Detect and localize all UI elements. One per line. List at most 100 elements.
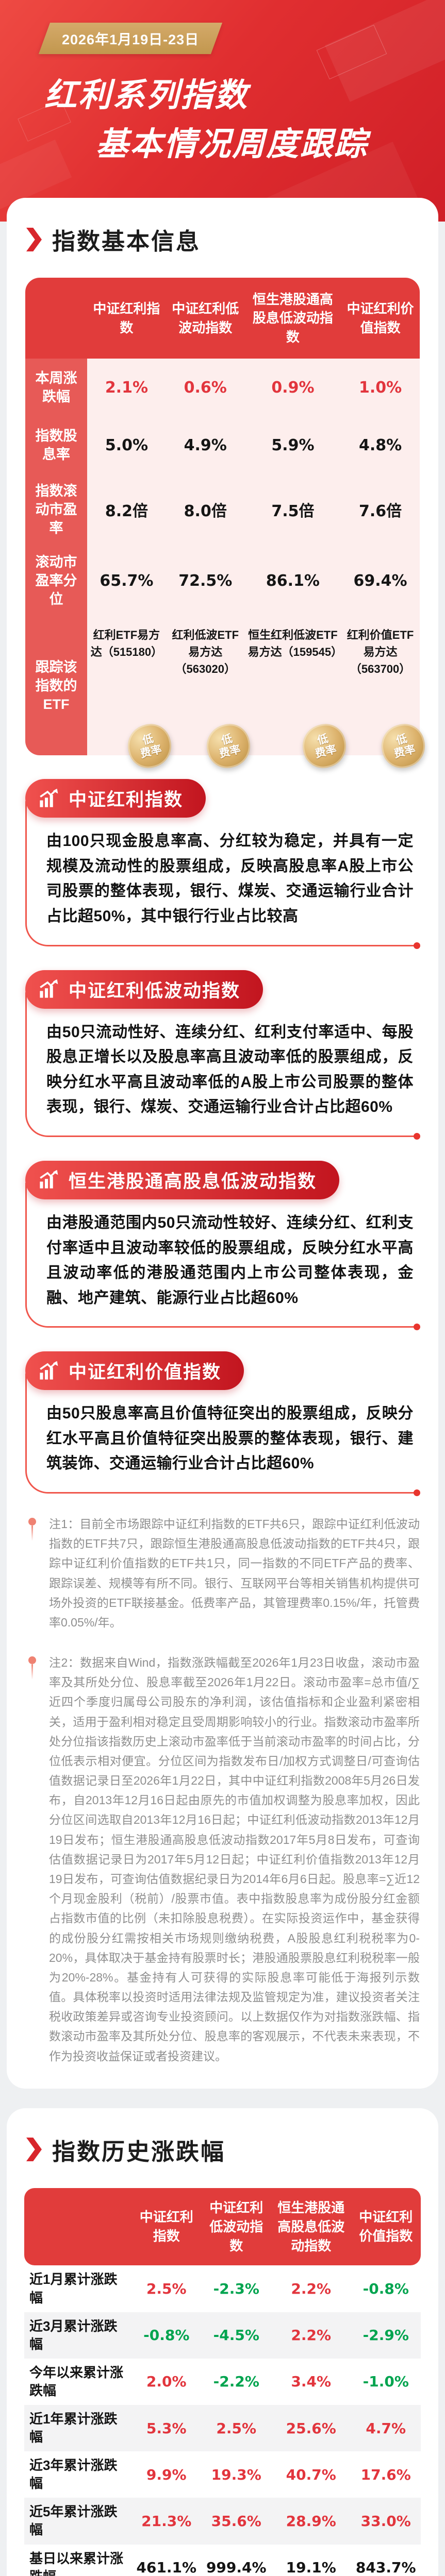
value-cell: 25.6%: [286, 2419, 336, 2437]
value-cell: 1.0%: [341, 359, 420, 417]
row-label: 近1月累计涨跌幅: [29, 2272, 118, 2306]
column-header: 中证红利价值指数: [359, 2209, 413, 2244]
hero-banner: 2026年1月19日-23日 红利系列指数 基本情况周度跟踪: [0, 0, 445, 222]
value-cell: -2.9%: [362, 2327, 409, 2344]
value-cell: 5.0%: [87, 416, 166, 474]
cell-value: 红利低波ETF易方达（563020）: [172, 629, 239, 676]
value-cell: 0.6%: [166, 359, 245, 417]
index-description-text: 由100只现金股息率高、分红较为稳定，并具有一定规模及流动性的股票组成，反映高股…: [46, 833, 414, 925]
row-label: 滚动市盈率分位: [25, 545, 87, 617]
value-cell: 65.7%: [87, 545, 166, 617]
column-header: 中证红利指数: [87, 278, 166, 359]
card-index-history-returns: 指数历史涨跌幅 中证红利指数 中证红利低波动指数 恒生港股通高股息低波动指数 中证红利…: [7, 2108, 438, 2576]
index-description-body: 由100只现金股息率高、分红较为稳定，并具有一定规模及流动性的股票组成，反映高股…: [25, 801, 420, 949]
date-badge-label: 2026年1月19日-23日: [62, 32, 200, 47]
row-label: 指数滚动市盈率: [25, 474, 87, 546]
value-cell: -4.5%: [213, 2327, 259, 2344]
value-cell: 28.9%: [286, 2512, 336, 2530]
seal-text: 费率: [139, 743, 163, 760]
row-label: 今年以来累计涨跌幅: [29, 2364, 124, 2398]
value-cell: 40.7%: [286, 2466, 336, 2483]
value-cell: 19.3%: [211, 2466, 261, 2483]
etf-cell: 恒生红利低波ETF易方达（159545）低费率: [244, 616, 351, 773]
index-description-text: 由50只流动性好、连续分红、红利支付率适中、每股股息正增长以及股息率高且波动率低…: [46, 1023, 414, 1116]
cell-value: 8.2倍: [105, 502, 148, 521]
row-label: 近3月累计涨跌幅: [29, 2318, 118, 2352]
value-cell: 5.9%: [244, 416, 341, 474]
cell-value: 红利ETF易方达（515180）: [90, 629, 163, 659]
table-row: 今年以来累计涨跌幅 2.0% -2.2% 3.4% -1.0%: [24, 2359, 421, 2405]
value-cell: 69.4%: [341, 545, 420, 617]
value-cell: 7.6倍: [341, 474, 420, 546]
index-pill-title: 中证红利低波动指数: [69, 980, 241, 1001]
date-badge: 2026年1月19日-23日: [38, 23, 223, 54]
value-cell: 2.5%: [146, 2280, 187, 2298]
index-pill-title: 中证红利价值指数: [69, 1362, 222, 1383]
value-cell: 461.1%: [136, 2559, 197, 2576]
value-cell: 7.5倍: [244, 474, 341, 546]
value-cell: -2.2%: [213, 2373, 259, 2391]
value-cell: 17.6%: [360, 2466, 411, 2483]
chevron-right-icon: [26, 227, 42, 251]
cell-value: 2.1%: [105, 378, 149, 397]
value-cell: 35.6%: [211, 2512, 261, 2530]
value-cell: 8.2倍: [87, 474, 166, 546]
etf-cell: 红利低波ETF易方达（563020）低费率: [166, 616, 255, 773]
chart-up-icon: [40, 788, 58, 807]
index-pill-header: 中证红利低波动指数: [25, 970, 263, 1009]
column-header: 恒生港股通高股息低波动指数: [277, 2199, 345, 2253]
row-label: 近5年累计涨跌幅: [29, 2504, 118, 2538]
cell-value: 7.6倍: [358, 502, 402, 521]
row-label: 指数股息率: [25, 416, 87, 474]
index-description-card: 中证红利低波动指数由50只流动性好、连续分红、红利支付率适中、每股股息正增长以及…: [25, 970, 420, 1140]
page-title-line1: 红利系列指数: [44, 77, 249, 113]
cell-value: 72.5%: [178, 571, 233, 590]
chart-up-icon: [40, 979, 58, 998]
row-label: 近1年累计涨跌幅: [29, 2411, 118, 2445]
table-grid: 中证红利指数 中证红利低波动指数 恒生港股通高股息低波动指数 中证红利价值指数 本周涨跌…: [25, 278, 430, 773]
index-pill-title: 中证红利指数: [69, 790, 184, 810]
cell-value: 4.8%: [358, 436, 402, 454]
cell-value: 7.5倍: [271, 502, 315, 521]
section-title: 指数基本信息: [52, 228, 201, 255]
chart-up-icon: [40, 1361, 58, 1380]
value-cell: 8.0倍: [166, 474, 245, 546]
index-description-text: 由50只股息率高且价值特征突出的股票组成，反映分红水平高且价值特征突出股票的整体…: [46, 1405, 414, 1472]
index-pill-header: 中证红利指数: [25, 779, 206, 818]
index-description-card: 中证红利价值指数由50只股息率高且价值特征突出的股票组成，反映分红水平高且价值特…: [25, 1351, 420, 1496]
row-label: 本周涨跌幅: [25, 359, 87, 417]
chevron-right-icon: [26, 2138, 42, 2162]
history-returns-table: 中证红利指数 中证红利低波动指数 恒生港股通高股息低波动指数 中证红利价值指数近1月累…: [24, 2188, 421, 2576]
seal-text: 费率: [218, 743, 242, 760]
note-2: 注2：数据来自Wind，指数涨跌幅截至2026年1月23日收盘，滚动市盈率及其所…: [25, 1653, 420, 2066]
value-cell: 72.5%: [166, 545, 245, 617]
value-cell: 5.3%: [146, 2419, 187, 2437]
low-fee-seal: 低费率: [377, 720, 430, 773]
value-cell: -0.8%: [143, 2327, 190, 2344]
etf-cell: 红利价值ETF易方达（563700） 低费率: [341, 616, 430, 773]
table-row: 近5年累计涨跌幅 21.3% 35.6% 28.9% 33.0%: [24, 2498, 421, 2545]
value-cell: 4.9%: [166, 416, 245, 474]
row-label: 近3年累计涨跌幅: [29, 2458, 118, 2492]
table-header-row: 中证红利指数 中证红利低波动指数 恒生港股通高股息低波动指数 中证红利价值指数: [24, 2188, 421, 2266]
row-label: 基日以来累计涨跌幅: [29, 2550, 124, 2576]
column-header: 中证红利低波动指数: [209, 2199, 263, 2253]
cell-value: 8.0倍: [184, 502, 227, 521]
seal-text: 费率: [392, 743, 417, 760]
table-row: 近1月累计涨跌幅 2.5% -2.3% 2.2% -0.8%: [24, 2265, 421, 2312]
cell-value: 69.4%: [353, 571, 407, 590]
section-header: 指数历史涨跌幅: [26, 2133, 419, 2166]
value-cell: 21.3%: [141, 2512, 192, 2530]
table-row: 近3年累计涨跌幅 9.9% 19.3% 40.7% 17.6%: [24, 2451, 421, 2498]
cell-value: 恒生红利低波ETF易方达（159545）: [248, 629, 343, 659]
table-corner-cell: [25, 278, 87, 359]
seal-text: 费率: [314, 743, 338, 760]
cell-value: 0.9%: [271, 378, 315, 397]
index-description-body: 由港股通范围内50只流动性较好、连续分红、红利支付率适中且波动率较低的股票组成，…: [25, 1182, 420, 1331]
index-description-cards: 中证红利指数由100只现金股息率高、分红较为稳定，并具有一定规模及流动性的股票组…: [24, 779, 421, 1496]
value-cell: 2.5%: [216, 2419, 257, 2437]
value-cell: -1.0%: [362, 2373, 409, 2391]
etf-cell: 红利ETF易方达（515180）低费率: [87, 616, 176, 773]
column-header: 中证红利价值指数: [341, 278, 420, 359]
